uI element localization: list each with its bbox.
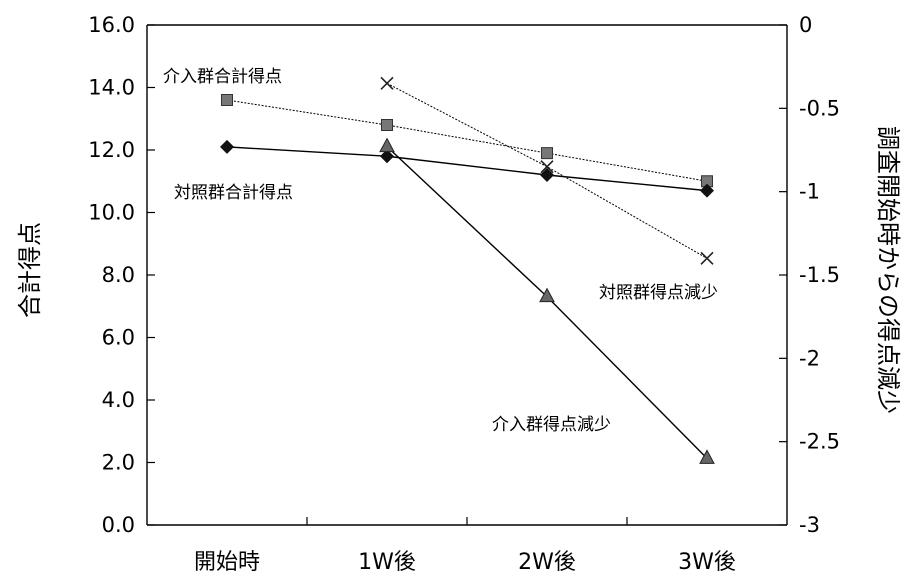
left-axis-title: 合計得点 <box>16 222 44 318</box>
series <box>220 76 715 464</box>
labels: 合計得点 調査開始時からの得点減少 介入群合計得点 対照群合計得点 対照群得点減… <box>16 67 902 435</box>
series-label-control-decrease: 対照群得点減少 <box>599 283 718 303</box>
square-marker <box>221 94 233 106</box>
left-axis-tick-label: 4.0 <box>102 388 135 412</box>
series-line <box>226 99 708 182</box>
series-0 <box>221 94 713 188</box>
left-axis-tick-label: 12.0 <box>88 138 135 162</box>
left-axis-tick-label: 6.0 <box>102 326 135 350</box>
x-axis-tick-label: 2W後 <box>518 550 576 575</box>
ticks: 0.0 2.0 4.0 6.0 8.0 10.0 12.0 14.0 16.0 -3 -2.5 -2 -… <box>88 13 840 575</box>
x-marker <box>700 251 714 265</box>
right-axis-tick-label: -2 <box>799 346 820 370</box>
triangle-marker <box>379 137 395 153</box>
series-3 <box>379 137 715 464</box>
series-label-intervention-total: 介入群合計得点 <box>163 67 282 87</box>
diamond-marker <box>700 183 714 198</box>
diamond-marker <box>380 149 394 164</box>
right-axis-tick-label: -2.5 <box>799 430 840 454</box>
right-axis-title: 調査開始時からの得点減少 <box>874 126 902 414</box>
right-axis-tick-label: -1.5 <box>799 263 840 287</box>
right-axis-tick-label: -3 <box>799 513 820 537</box>
left-axis-tick-label: 10.0 <box>88 201 135 225</box>
left-axis-tick-label: 14.0 <box>88 76 135 100</box>
left-axis-tick-label: 16.0 <box>88 13 135 37</box>
x-marker <box>380 76 394 90</box>
series-label-control-total: 対照群合計得点 <box>174 183 293 203</box>
series-line <box>226 146 708 192</box>
series-label-intervention-decrease: 介入群得点減少 <box>492 415 611 435</box>
left-axis-tick-label: 8.0 <box>102 263 135 287</box>
axes <box>146 24 788 526</box>
series-2 <box>380 76 714 265</box>
x-axis-tick-label: 開始時 <box>194 550 260 575</box>
triangle-marker <box>539 287 555 303</box>
x-marker <box>540 160 554 174</box>
right-axis-tick-label: -0.5 <box>799 96 840 120</box>
triangle-marker <box>699 449 715 464</box>
left-axis-tick-label: 0.0 <box>102 513 135 537</box>
left-axis-tick-label: 2.0 <box>102 451 135 475</box>
square-marker <box>381 119 393 131</box>
series-1 <box>220 139 714 198</box>
x-axis-tick-label: 1W後 <box>358 550 416 575</box>
right-axis-tick-label: 0 <box>799 13 812 37</box>
x-axis-tick-label: 3W後 <box>678 550 736 575</box>
diamond-marker <box>220 139 234 154</box>
right-axis-tick-label: -1 <box>799 180 820 204</box>
diamond-marker <box>540 168 554 182</box>
square-marker <box>541 147 553 160</box>
